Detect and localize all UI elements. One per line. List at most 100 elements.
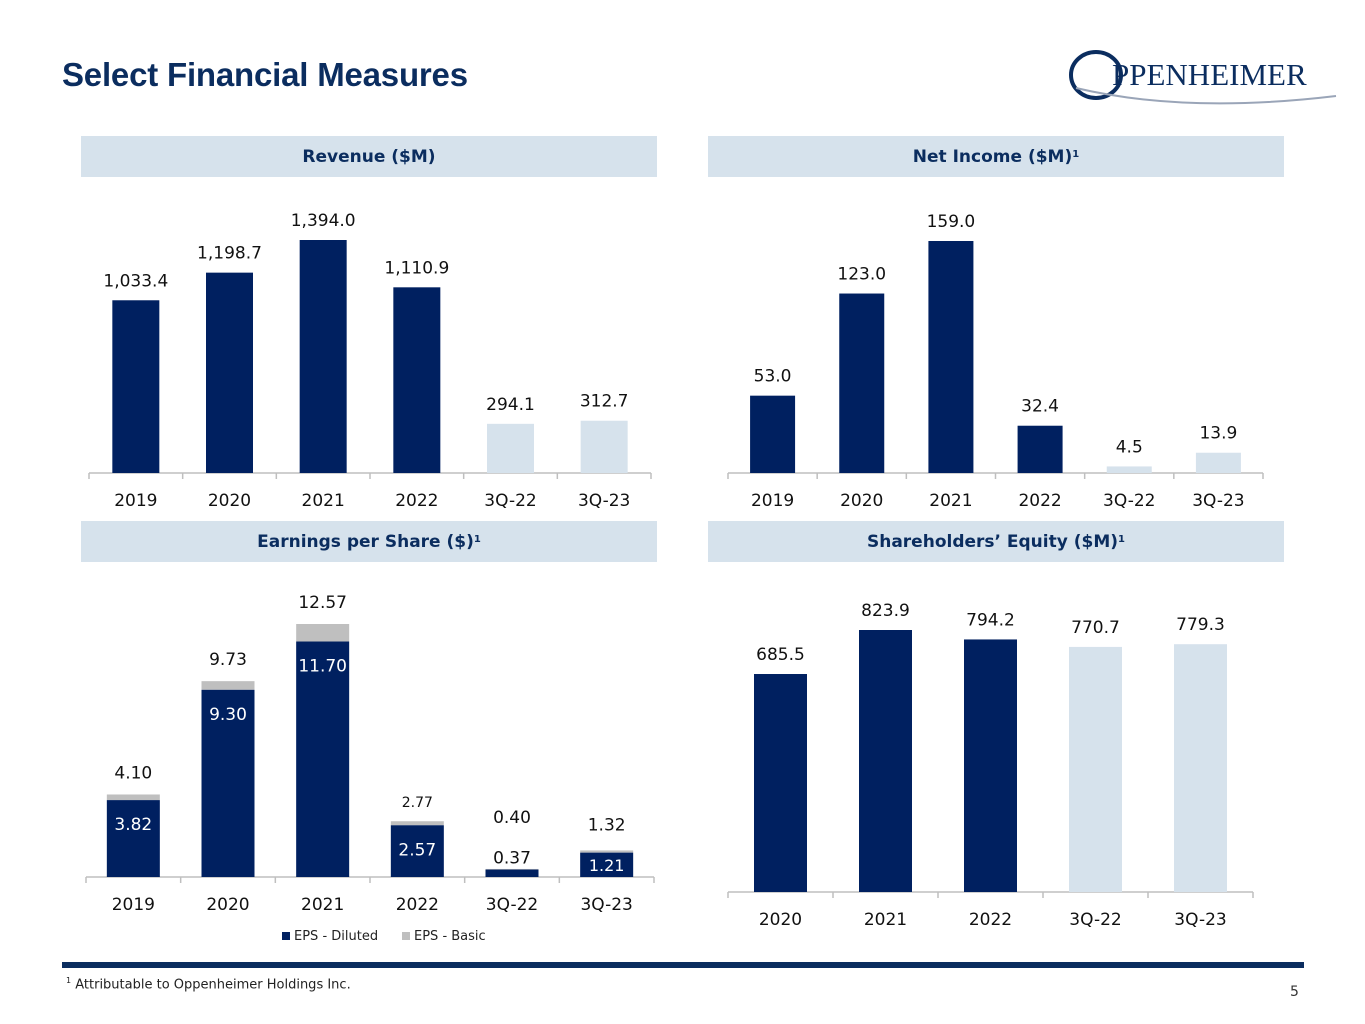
eps-label-basic: 2.77: [402, 795, 433, 811]
net-income-bar: [1017, 425, 1063, 473]
revenue-bar: [393, 287, 441, 473]
revenue-value-label: 1,033.4: [103, 271, 168, 291]
equity-value-label: 823.9: [861, 601, 910, 621]
equity-bar: [1069, 646, 1122, 892]
eps-label-diluted: 3.82: [114, 815, 152, 835]
net-income-tick-label: 2022: [1018, 491, 1061, 511]
page-number: 5: [1290, 984, 1299, 1000]
eps-bar-basic: [580, 850, 634, 853]
eps-bar-basic: [106, 794, 160, 801]
revenue-bar: [487, 423, 534, 473]
revenue-bar: [112, 300, 160, 473]
net-income-tick-label: 3Q-22: [1103, 491, 1155, 511]
net-income-tick-label: 3Q-23: [1192, 491, 1244, 511]
net-income-bar: [839, 293, 885, 473]
equity-value-label: 770.7: [1071, 618, 1120, 638]
eps-label-diluted: 1.21: [589, 856, 625, 875]
revenue-value-label: 1,198.7: [197, 244, 262, 264]
net-income-bar: [1195, 452, 1241, 473]
equity-bar: [1174, 644, 1227, 892]
revenue-value-label: 1,394.0: [291, 211, 356, 231]
eps-label-diluted: 11.70: [298, 657, 347, 677]
eps-title: Earnings per Share ($): [257, 531, 474, 552]
eps-bar-diluted: [580, 852, 634, 877]
net-income-value-label: 159.0: [927, 212, 976, 232]
equity-bar: [964, 639, 1017, 892]
eps-label-basic: 12.57: [298, 593, 347, 613]
revenue-bar: [299, 240, 347, 473]
eps-label-basic: 4.10: [114, 763, 152, 783]
net-income-value-label: 123.0: [837, 265, 886, 285]
eps-footnote-marker: 1: [473, 534, 481, 545]
eps-bar-diluted: [106, 800, 160, 877]
page-title: Select Financial Measures: [62, 56, 468, 93]
revenue-bar: [580, 420, 628, 473]
equity-tick-label: 3Q-22: [1069, 910, 1121, 930]
equity-footnote-marker: 1: [1118, 534, 1125, 545]
net-income-tick-label: 2019: [751, 491, 794, 511]
eps-bar-diluted: [201, 689, 255, 877]
net-income-value-label: 53.0: [754, 367, 792, 387]
eps-bar-basic: [485, 868, 539, 870]
eps-tick-label: 3Q-23: [580, 895, 632, 915]
eps-legend-swatch: [282, 932, 290, 940]
net-income-value-label: 13.9: [1199, 424, 1237, 444]
company-logo: PPENHEIMER: [1069, 50, 1337, 105]
footer-rule: [62, 962, 1304, 968]
footnote: 1 Attributable to Oppenheimer Holdings I…: [66, 976, 351, 992]
revenue-tick-label: 2021: [302, 491, 345, 511]
logo-text: PPENHEIMER: [1112, 57, 1307, 92]
revenue-value-label: 312.7: [580, 392, 629, 412]
equity-tick-label: 2021: [864, 910, 907, 930]
net-income-tick-label: 2021: [929, 491, 972, 511]
eps-tick-label: 3Q-22: [486, 895, 538, 915]
eps-label-basic: 0.40: [493, 808, 531, 828]
net-income-title: Net Income ($M): [912, 146, 1073, 167]
revenue-tick-label: 3Q-22: [484, 491, 536, 511]
logo-swoosh-icon: [1069, 50, 1123, 100]
equity-value-label: 685.5: [756, 645, 805, 665]
eps-tick-label: 2019: [112, 895, 155, 915]
eps-bar-diluted: [296, 641, 350, 877]
logo-underline-swoosh-icon: [1075, 87, 1337, 105]
net-income-value-label: 4.5: [1116, 437, 1143, 457]
eps-label-diluted: 0.37: [493, 849, 531, 869]
net-income-bar: [750, 395, 796, 473]
eps-legend-label: EPS - Basic: [414, 929, 486, 944]
eps-label-diluted: 2.57: [398, 840, 436, 860]
eps-bar-basic: [201, 681, 255, 690]
eps-tick-label: 2021: [301, 895, 344, 915]
eps-tick-label: 2020: [206, 895, 249, 915]
eps-bar-basic: [296, 624, 350, 642]
net-income-footnote-marker: 1: [1072, 149, 1080, 160]
eps-header: Earnings per Share ($) 1: [81, 521, 657, 562]
net-income-tick-label: 2020: [840, 491, 883, 511]
equity-bar: [859, 630, 912, 892]
revenue-title: Revenue ($M): [302, 146, 436, 167]
revenue-bar: [206, 272, 253, 473]
net-income-value-label: 32.4: [1021, 397, 1059, 417]
footnote-text: Attributable to Oppenheimer Holdings Inc…: [75, 977, 351, 993]
eps-bar-diluted: [485, 869, 539, 877]
revenue-value-label: 294.1: [486, 395, 535, 415]
eps-bar-diluted: [390, 825, 444, 877]
net-income-header: Net Income ($M) 1: [708, 136, 1284, 177]
equity-bar: [754, 674, 807, 892]
eps-label-basic: 1.32: [588, 815, 626, 835]
eps-legend-label: EPS - Diluted: [294, 929, 378, 944]
equity-tick-label: 3Q-23: [1174, 910, 1226, 930]
equity-value-label: 794.2: [966, 610, 1015, 630]
revenue-tick-label: 2019: [114, 491, 157, 511]
net-income-bar: [928, 241, 974, 473]
revenue-header: Revenue ($M): [81, 136, 657, 177]
eps-tick-label: 2022: [396, 895, 439, 915]
equity-header: Shareholders’ Equity ($M) 1: [708, 521, 1284, 562]
revenue-tick-label: 2020: [208, 491, 251, 511]
revenue-tick-label: 3Q-23: [578, 491, 630, 511]
revenue-tick-label: 2022: [395, 491, 438, 511]
eps-label-basic: 9.73: [209, 650, 247, 670]
equity-tick-label: 2022: [969, 910, 1012, 930]
eps-legend-swatch: [402, 932, 410, 940]
eps-bar-basic: [390, 821, 444, 826]
